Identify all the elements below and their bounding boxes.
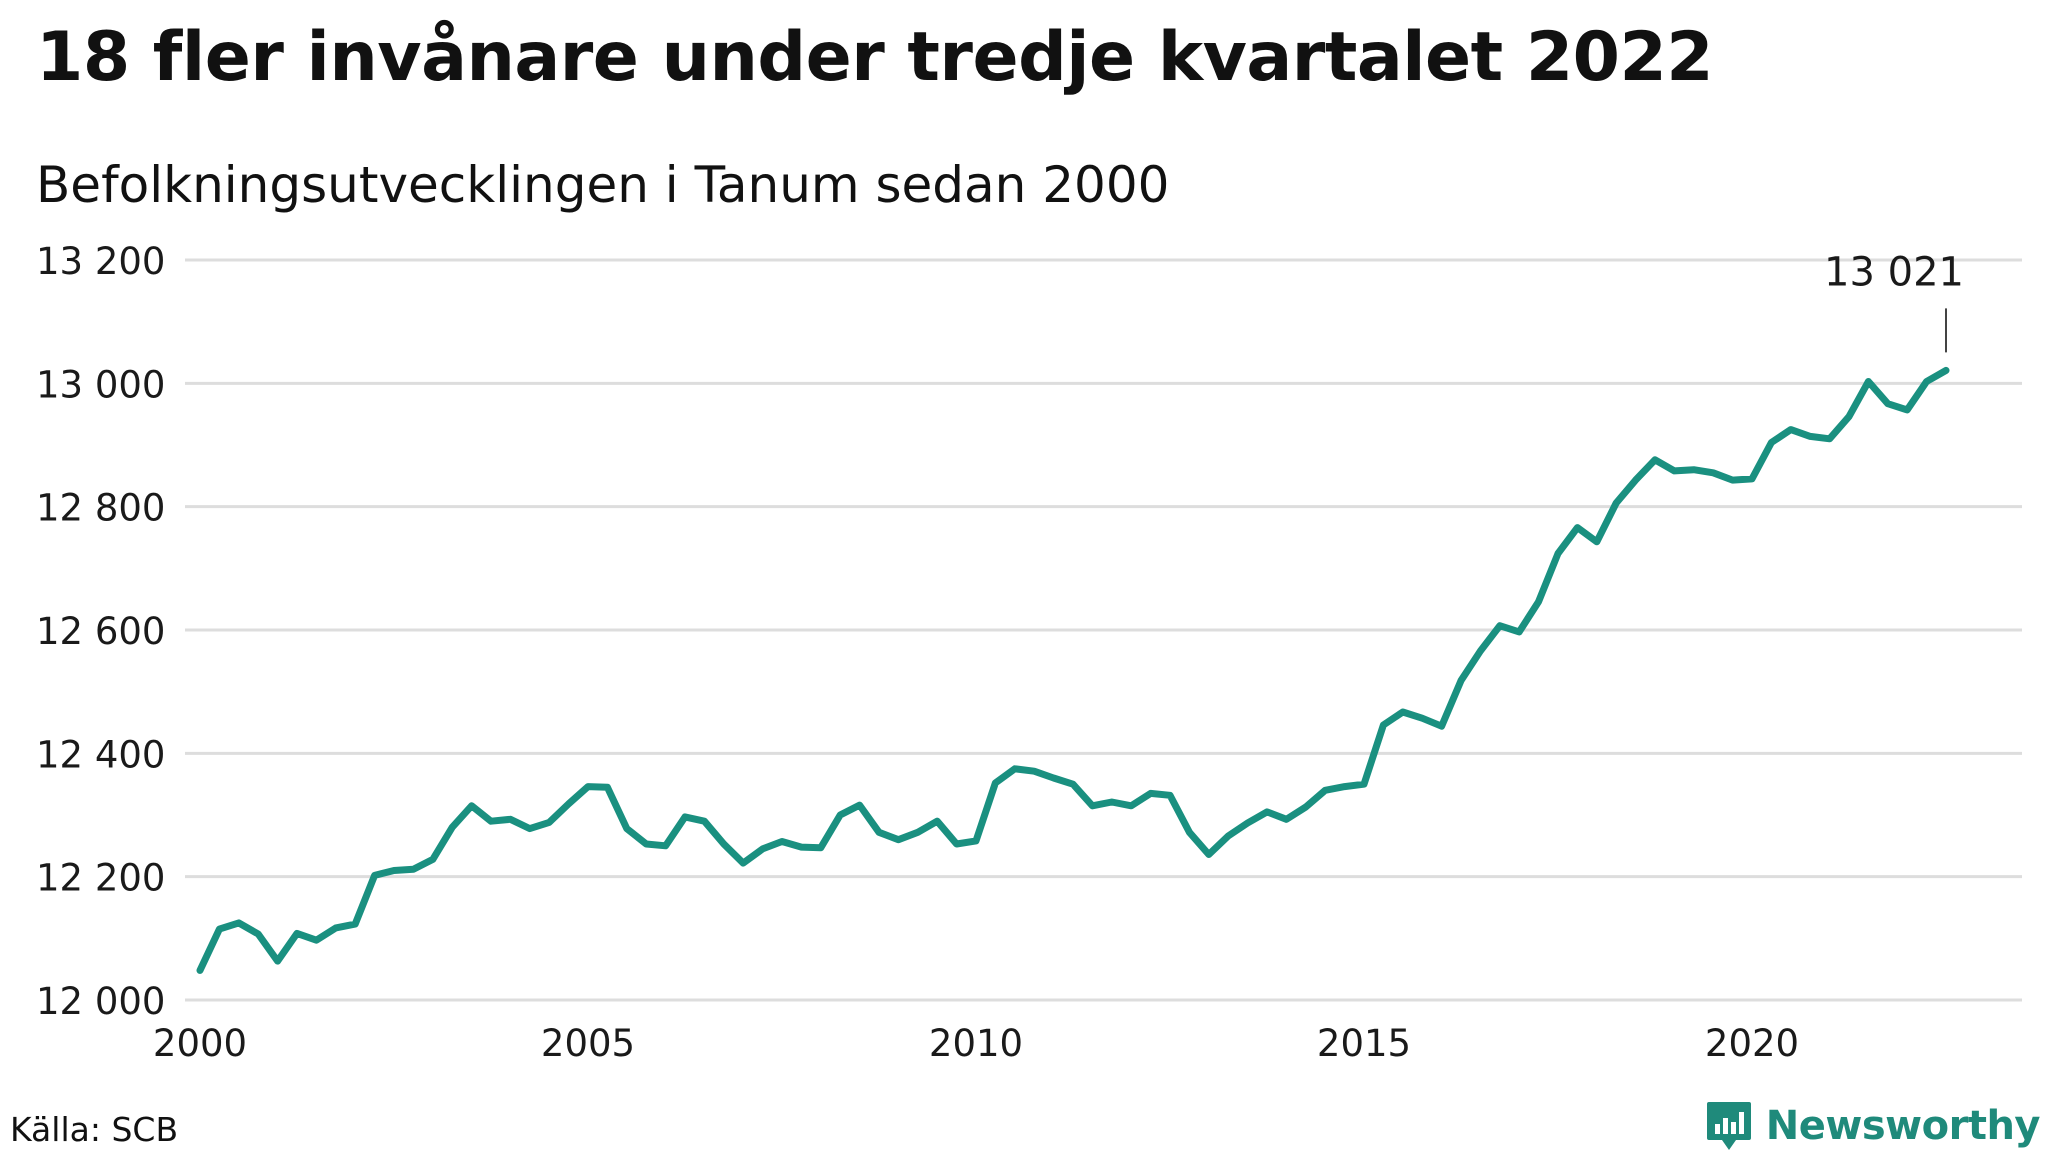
y-tick-label: 12 000: [36, 980, 165, 1023]
y-tick-label: 12 600: [36, 610, 165, 653]
brand-name: Newsworthy: [1765, 1103, 2041, 1149]
y-tick-label: 13 200: [36, 240, 165, 283]
chart-title: 18 fler invånare under tredje kvartalet …: [36, 18, 1714, 97]
y-tick-label: 12 200: [36, 857, 165, 900]
x-tick-label: 2000: [153, 1022, 247, 1065]
y-axis-tick-labels: 12 000 12 200 12 400 12 600 12 800 13 000 13 2…: [36, 240, 165, 1023]
source-note: Källa: SCB: [10, 1110, 179, 1149]
y-tick-label: 12 400: [36, 733, 165, 776]
y-tick-label: 13 000: [36, 363, 165, 406]
series-line: [196, 366, 1950, 974]
grid-lines: [185, 258, 2022, 1002]
x-tick-label: 2020: [1705, 1022, 1799, 1065]
x-tick-label: 2015: [1317, 1022, 1411, 1065]
annotation-layer: 13 021: [1824, 249, 1964, 353]
chart-subtitle: Befolkningsutvecklingen i Tanum sedan 20…: [36, 156, 1170, 214]
x-axis-tick-labels: 2000 2005 2010 2015 2020: [153, 1022, 1799, 1065]
x-tick-label: 2005: [541, 1022, 635, 1065]
bar-chart-badge-icon: [1706, 1102, 1751, 1150]
series-layer: [196, 366, 1950, 974]
y-tick-label: 12 800: [36, 487, 165, 530]
x-tick-label: 2010: [929, 1022, 1023, 1065]
line-chart: 12 000 12 200 12 400 12 600 12 800 13 000 13 2…: [36, 240, 2022, 1065]
brand-logo: Newsworthy: [1706, 1100, 2041, 1152]
last-value-label: 13 021: [1824, 249, 1964, 295]
